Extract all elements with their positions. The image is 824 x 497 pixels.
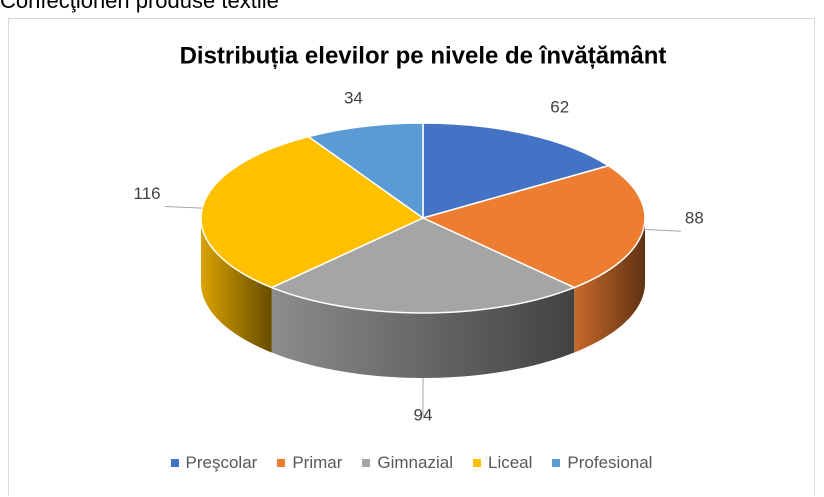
- legend-item: Primar: [277, 453, 342, 473]
- legend-item: Profesional: [552, 453, 652, 473]
- leader-line: [643, 228, 681, 232]
- data-label: 62: [550, 98, 569, 117]
- slice-side: [271, 287, 575, 378]
- slice: [306, 122, 424, 220]
- slice-side: [574, 218, 645, 353]
- legend-item: Preşcolar: [170, 453, 258, 473]
- chart-title: Distribuția elevilor pe nivele de învăță…: [180, 42, 667, 69]
- data-label: 34: [344, 88, 363, 107]
- slice: [200, 135, 425, 289]
- slice: [422, 122, 611, 219]
- legend-label: Liceal: [487, 453, 533, 472]
- data-label: 88: [685, 209, 704, 228]
- legend-item: Gimnazial: [362, 453, 453, 473]
- data-label: 94: [414, 406, 433, 425]
- legend-swatch: [170, 459, 179, 467]
- leader-line: [164, 205, 203, 209]
- legend-label: Gimnazial: [377, 453, 453, 472]
- legend-label: Profesional: [567, 453, 653, 472]
- caption: Confecţioneri produse textile: [0, 0, 279, 13]
- legend-swatch: [472, 459, 481, 467]
- legend-swatch: [362, 459, 371, 467]
- legend-swatch: [552, 459, 561, 467]
- legend-swatch: [277, 459, 286, 467]
- data-label: 116: [134, 184, 161, 203]
- slice-side: [201, 218, 272, 353]
- slice: [269, 217, 577, 314]
- chart-frame: [8, 18, 815, 496]
- legend-label: Preşcolar: [185, 453, 258, 472]
- legend-item: Liceal: [472, 453, 533, 473]
- legend: Preşcolar Primar Gimnazial Liceal Profesiona…: [8, 453, 815, 473]
- legend-label: Primar: [292, 453, 343, 472]
